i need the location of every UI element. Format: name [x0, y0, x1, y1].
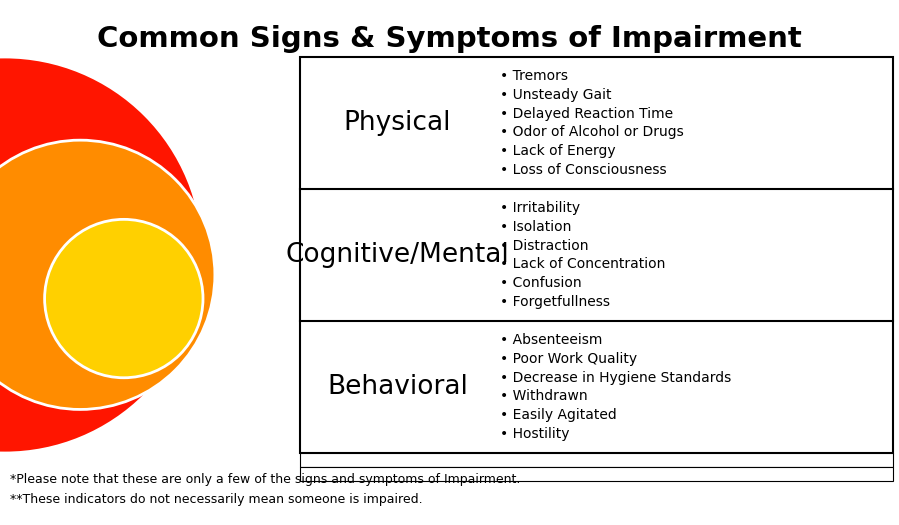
Circle shape — [0, 57, 203, 453]
Text: • Decrease in Hygiene Standards: • Decrease in Hygiene Standards — [500, 371, 731, 385]
Bar — [300, 57, 893, 453]
Text: **These indicators do not necessarily mean someone is impaired.: **These indicators do not necessarily me… — [10, 492, 423, 506]
Text: • Irritability: • Irritability — [500, 201, 580, 215]
Circle shape — [0, 140, 215, 410]
Text: • Loss of Consciousness: • Loss of Consciousness — [500, 163, 667, 177]
Text: • Hostility: • Hostility — [500, 427, 569, 440]
Text: Physical: Physical — [343, 110, 451, 136]
Text: • Unsteady Gait: • Unsteady Gait — [500, 88, 611, 102]
Text: • Confusion: • Confusion — [500, 276, 582, 290]
Text: • Forgetfullness: • Forgetfullness — [500, 295, 610, 309]
Text: • Delayed Reaction Time: • Delayed Reaction Time — [500, 107, 673, 121]
Bar — [300, 467, 893, 481]
Text: *Please note that these are only a few of the signs and symptoms of Impairment.: *Please note that these are only a few o… — [10, 472, 521, 486]
Text: • Poor Work Quality: • Poor Work Quality — [500, 352, 637, 366]
Text: Cognitive/Mental: Cognitive/Mental — [286, 242, 510, 268]
Text: • Distraction: • Distraction — [500, 239, 589, 253]
Bar — [300, 37, 899, 473]
Text: • Lack of Concentration: • Lack of Concentration — [500, 257, 665, 271]
Text: • Lack of Energy: • Lack of Energy — [500, 144, 616, 158]
Text: • Absenteeism: • Absenteeism — [500, 333, 602, 348]
Circle shape — [45, 219, 203, 378]
Text: Common Signs & Symptoms of Impairment: Common Signs & Symptoms of Impairment — [96, 25, 801, 53]
Bar — [300, 453, 893, 467]
Text: • Isolation: • Isolation — [500, 220, 572, 234]
Text: Behavioral: Behavioral — [327, 374, 468, 400]
Text: • Odor of Alcohol or Drugs: • Odor of Alcohol or Drugs — [500, 125, 684, 139]
Text: • Withdrawn: • Withdrawn — [500, 390, 588, 403]
Text: • Easily Agitated: • Easily Agitated — [500, 408, 617, 422]
Text: • Tremors: • Tremors — [500, 69, 568, 83]
